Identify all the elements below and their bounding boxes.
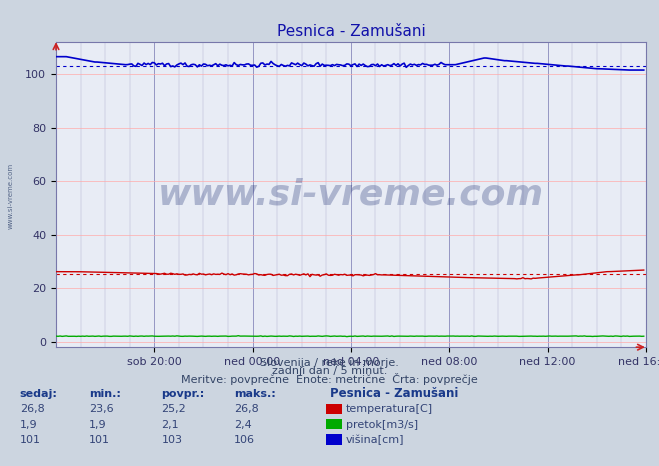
- Text: www.si-vreme.com: www.si-vreme.com: [8, 163, 14, 229]
- Text: 2,1: 2,1: [161, 420, 179, 430]
- Text: 2,4: 2,4: [234, 420, 252, 430]
- Text: zadnji dan / 5 minut.: zadnji dan / 5 minut.: [272, 366, 387, 376]
- Text: 26,8: 26,8: [20, 404, 45, 414]
- Text: min.:: min.:: [89, 389, 121, 399]
- Title: Pesnica - Zamušani: Pesnica - Zamušani: [277, 24, 425, 40]
- Text: povpr.:: povpr.:: [161, 389, 205, 399]
- Text: 106: 106: [234, 435, 255, 445]
- Text: Meritve: povprečne  Enote: metrične  Črta: povprečje: Meritve: povprečne Enote: metrične Črta:…: [181, 373, 478, 385]
- Text: 23,6: 23,6: [89, 404, 113, 414]
- Text: pretok[m3/s]: pretok[m3/s]: [346, 420, 418, 430]
- Text: 1,9: 1,9: [20, 420, 38, 430]
- Text: 103: 103: [161, 435, 183, 445]
- Text: Slovenija / reke in morje.: Slovenija / reke in morje.: [260, 358, 399, 368]
- Text: 1,9: 1,9: [89, 420, 107, 430]
- Text: maks.:: maks.:: [234, 389, 275, 399]
- Text: sedaj:: sedaj:: [20, 389, 57, 399]
- Text: temperatura[C]: temperatura[C]: [346, 404, 433, 414]
- Text: višina[cm]: višina[cm]: [346, 435, 405, 445]
- Text: 26,8: 26,8: [234, 404, 259, 414]
- Text: www.si-vreme.com: www.si-vreme.com: [158, 178, 544, 212]
- Text: 101: 101: [20, 435, 41, 445]
- Text: 25,2: 25,2: [161, 404, 186, 414]
- Text: 101: 101: [89, 435, 110, 445]
- Text: Pesnica - Zamušani: Pesnica - Zamušani: [330, 387, 458, 400]
